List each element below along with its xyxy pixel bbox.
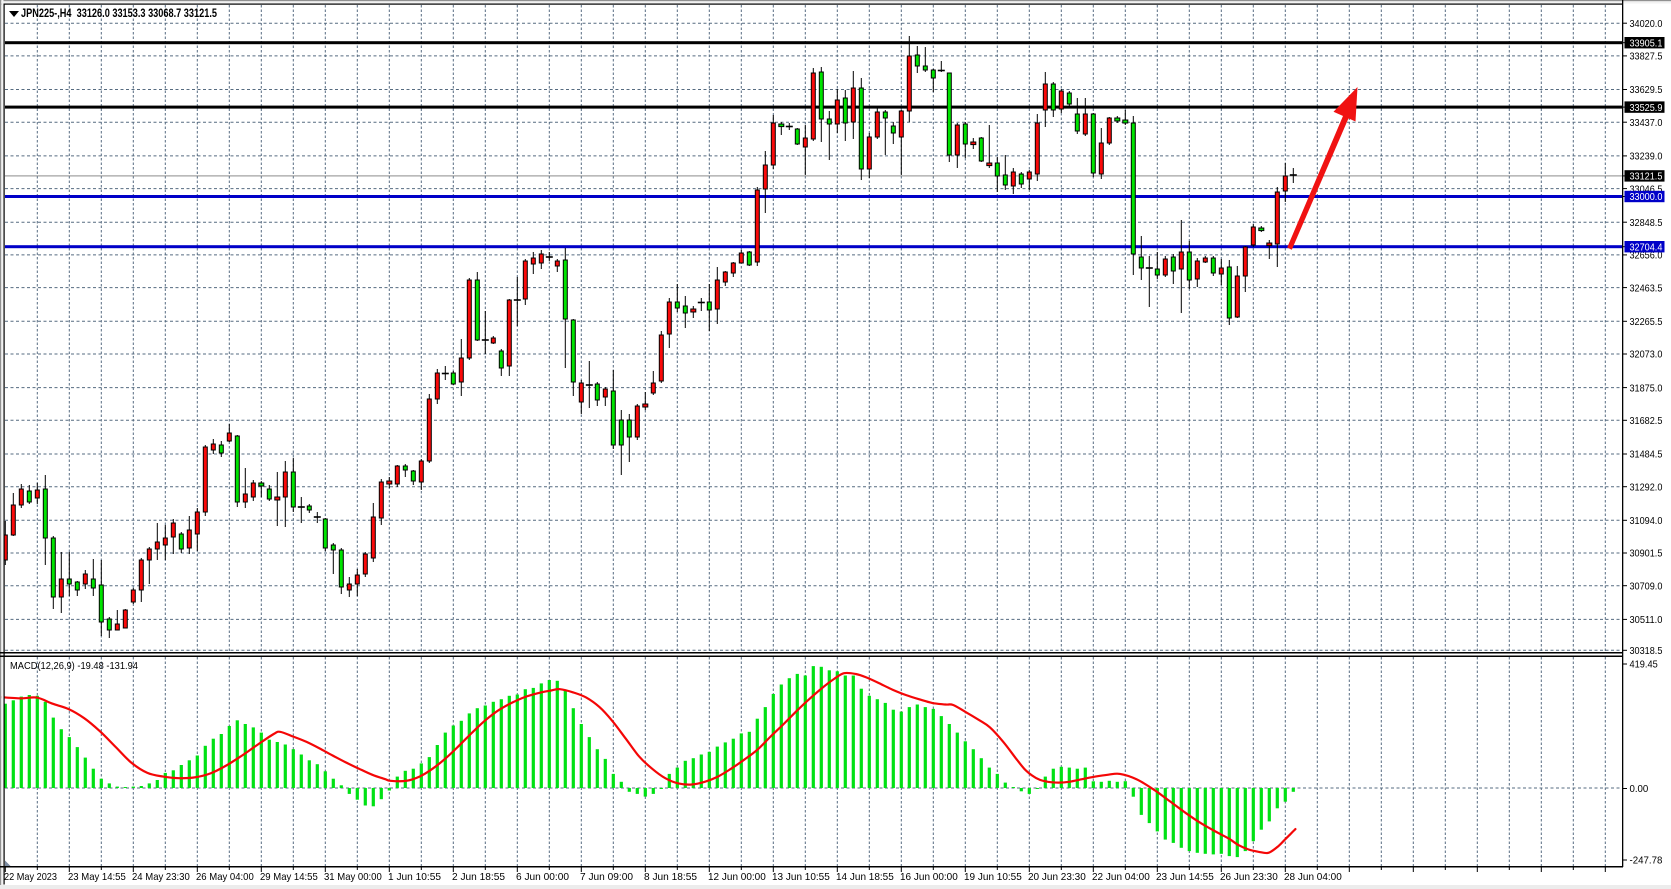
svg-text:31484.5: 31484.5 <box>1630 449 1663 461</box>
svg-text:20 Jun 23:30: 20 Jun 23:30 <box>1028 871 1086 883</box>
svg-text:32265.5: 32265.5 <box>1630 316 1663 328</box>
svg-text:JPN225-,H4 33126.0 33153.3 33: JPN225-,H4 33126.0 33153.3 33068.7 33121… <box>21 8 217 20</box>
svg-text:33827.5: 33827.5 <box>1630 51 1663 63</box>
svg-text:33000.0: 33000.0 <box>1630 191 1663 203</box>
svg-text:32073.0: 32073.0 <box>1630 349 1663 361</box>
svg-text:13 Jun 10:55: 13 Jun 10:55 <box>772 871 830 883</box>
svg-text:23 Jun 14:55: 23 Jun 14:55 <box>1156 871 1214 883</box>
svg-text:32463.5: 32463.5 <box>1630 282 1663 294</box>
svg-text:33905.1: 33905.1 <box>1630 37 1663 49</box>
svg-text:30709.0: 30709.0 <box>1630 580 1663 592</box>
svg-text:2 Jun 18:55: 2 Jun 18:55 <box>452 871 505 883</box>
svg-text:33437.0: 33437.0 <box>1630 117 1663 129</box>
svg-text:16 Jun 00:00: 16 Jun 00:00 <box>900 871 958 883</box>
svg-text:1 Jun 10:55: 1 Jun 10:55 <box>388 871 441 883</box>
svg-text:32656.0: 32656.0 <box>1630 250 1663 262</box>
svg-text:31094.0: 31094.0 <box>1630 515 1663 527</box>
svg-text:7 Jun 09:00: 7 Jun 09:00 <box>580 871 633 883</box>
svg-text:MACD(12,26,9) -19.48 -131.94: MACD(12,26,9) -19.48 -131.94 <box>10 660 138 672</box>
svg-text:33629.5: 33629.5 <box>1630 84 1663 96</box>
svg-text:31 May 00:00: 31 May 00:00 <box>324 871 382 883</box>
svg-text:32704.4: 32704.4 <box>1630 241 1663 253</box>
svg-text:22 Jun 04:00: 22 Jun 04:00 <box>1092 871 1150 883</box>
svg-text:28 Jun 04:00: 28 Jun 04:00 <box>1284 871 1342 883</box>
svg-text:29 May 14:55: 29 May 14:55 <box>260 871 318 883</box>
svg-text:22 May 2023: 22 May 2023 <box>4 871 57 883</box>
svg-text:33239.0: 33239.0 <box>1630 151 1663 163</box>
svg-text:26 Jun 23:30: 26 Jun 23:30 <box>1220 871 1278 883</box>
svg-text:31682.5: 31682.5 <box>1630 415 1663 427</box>
svg-text:33525.9: 33525.9 <box>1630 102 1663 114</box>
svg-text:24 May 23:30: 24 May 23:30 <box>132 871 190 883</box>
svg-text:26 May 04:00: 26 May 04:00 <box>196 871 254 883</box>
svg-text:31875.0: 31875.0 <box>1630 382 1663 394</box>
svg-text:419.45: 419.45 <box>1630 659 1658 671</box>
svg-text:30511.0: 30511.0 <box>1630 614 1663 626</box>
svg-text:19 Jun 10:55: 19 Jun 10:55 <box>964 871 1022 883</box>
svg-text:32848.5: 32848.5 <box>1630 217 1663 229</box>
svg-text:34020.0: 34020.0 <box>1630 18 1663 30</box>
svg-text:30901.5: 30901.5 <box>1630 548 1663 560</box>
svg-text:23 May 14:55: 23 May 14:55 <box>68 871 126 883</box>
svg-text:31292.0: 31292.0 <box>1630 481 1663 493</box>
svg-text:-247.78: -247.78 <box>1630 855 1663 867</box>
svg-text:0.00: 0.00 <box>1630 783 1649 795</box>
svg-text:8 Jun 18:55: 8 Jun 18:55 <box>644 871 697 883</box>
svg-text:30318.5: 30318.5 <box>1630 645 1663 657</box>
svg-text:12 Jun 00:00: 12 Jun 00:00 <box>708 871 766 883</box>
svg-text:33121.5: 33121.5 <box>1630 171 1663 183</box>
svg-text:6 Jun 00:00: 6 Jun 00:00 <box>516 871 569 883</box>
svg-text:14 Jun 18:55: 14 Jun 18:55 <box>836 871 894 883</box>
